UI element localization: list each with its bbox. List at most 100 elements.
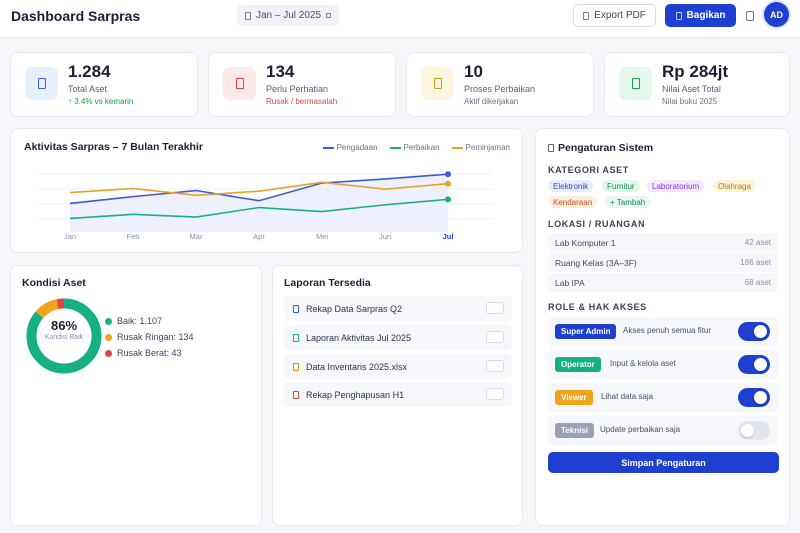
stat-label: Perlu Perhatian: [266, 84, 329, 94]
page-title: Dashboard Sarpras: [11, 8, 141, 24]
export-pdf-label: Export PDF: [594, 10, 646, 21]
share-icon: [675, 11, 682, 20]
legend-dot: [105, 317, 112, 325]
top-bar: Dashboard Sarpras Jan – Jul 2025 Export …: [0, 0, 800, 38]
series-line-pengadaan: [69, 173, 449, 205]
condition-donut: [26, 298, 102, 374]
stat-sub: Rusak / bermasalah: [266, 97, 338, 106]
calendar-icon: [245, 11, 251, 20]
report-item[interactable]: Laporan Aktivitas Jul 2025: [284, 325, 512, 350]
legend-dot: [105, 349, 112, 357]
wrench-icon: [433, 78, 442, 89]
report-name: Rekap Data Sarpras Q2: [306, 303, 403, 314]
series-line-perbaikan: [69, 198, 449, 220]
export-pdf-button[interactable]: Export PDF: [573, 4, 656, 27]
location-name: Ruang Kelas (3A–3F): [555, 257, 637, 268]
role-toggle[interactable]: [738, 322, 770, 341]
legend-label: Pengadaan: [336, 143, 378, 152]
x-tick-label: Jan: [64, 232, 76, 241]
download-button[interactable]: [486, 388, 504, 400]
stat-label: Total Aset: [68, 84, 108, 94]
role-toggle[interactable]: [738, 355, 770, 374]
report-item[interactable]: Rekap Data Sarpras Q2: [284, 296, 512, 321]
role-desc: Update perbaikan saja: [600, 425, 681, 434]
download-button[interactable]: [486, 360, 504, 372]
stat-sub: ↑ 3.4% vs kemarin: [68, 97, 134, 106]
series-endpoint: [445, 171, 451, 178]
save-settings-button[interactable]: Simpan Pengaturan: [548, 452, 779, 473]
role-badge: Teknisi: [555, 423, 594, 438]
chevron-down-icon: [326, 13, 332, 18]
download-button[interactable]: [486, 331, 504, 343]
download-icon: [583, 11, 590, 20]
location-name: Lab IPA: [555, 277, 585, 288]
settings-card: Pengaturan Sistem KATEGORI ASET Elektron…: [535, 128, 790, 526]
stat-card-repairs: 10 Proses Perbaikan Aktif dikerjakan: [406, 52, 594, 117]
add-category-button[interactable]: + Tambah: [605, 196, 651, 208]
legend-item: Pengadaan: [322, 143, 378, 152]
tag-furniture[interactable]: Furnitur: [602, 180, 640, 192]
reports-card: Laporan Tersedia Rekap Data Sarpras Q2 L…: [272, 265, 523, 526]
file-icon: [293, 362, 299, 371]
condition-legend: Baik: 1.107 Rusak Ringan: 134 Rusak Bera…: [105, 313, 194, 361]
stat-card-asset-value: Rp 284jt Nilai Aset Total Nilai buku 202…: [604, 52, 790, 117]
series-line-peminjaman: [69, 181, 449, 197]
toggle-knob: [754, 358, 767, 371]
role-row-operator: Operator Input & kelola aset: [548, 350, 778, 379]
stat-sub: Nilai buku 2025: [662, 97, 718, 106]
stat-value: 134: [266, 62, 295, 81]
stat-icon-wallet: [619, 67, 652, 100]
tag-laboratory[interactable]: Laboratorium: [647, 180, 705, 192]
download-button[interactable]: [486, 302, 504, 314]
wallet-icon: [631, 78, 640, 89]
settings-header: Pengaturan Sistem: [548, 142, 653, 154]
date-range-picker[interactable]: Jan – Jul 2025: [237, 5, 340, 26]
donut-slice-rusak-berat: [26, 298, 102, 374]
reports-title: Laporan Tersedia: [284, 277, 371, 289]
activity-chart-card: Aktivitas Sarpras – 7 Bulan Terakhir Pen…: [10, 128, 523, 253]
donut-center-value: 86%: [50, 318, 78, 333]
role-badge: Operator: [555, 357, 601, 372]
tag-vehicles[interactable]: Kendaraan: [548, 196, 598, 208]
legend-swatch: [322, 146, 334, 149]
legend-swatch: [451, 146, 463, 149]
file-icon: [293, 304, 299, 313]
x-tick-label: Feb: [127, 232, 140, 241]
avatar[interactable]: AD: [764, 2, 789, 27]
stat-label: Nilai Aset Total: [662, 84, 721, 94]
location-item[interactable]: Ruang Kelas (3A–3F) 186 aset: [548, 253, 778, 272]
tag-sports[interactable]: Olahraga: [713, 180, 756, 192]
stat-icon-wrench: [421, 67, 454, 100]
stat-card-total-assets: 1.284 Total Aset ↑ 3.4% vs kemarin: [10, 52, 198, 117]
activity-chart-title: Aktivitas Sarpras – 7 Bulan Terakhir: [24, 141, 203, 153]
report-item[interactable]: Rekap Penghapusan H1: [284, 382, 512, 407]
series-endpoint: [445, 196, 451, 203]
location-name: Lab Komputer 1: [555, 237, 616, 248]
x-tick-label: Apr: [253, 232, 265, 241]
role-toggle[interactable]: [738, 388, 770, 407]
role-badge: Viewer: [555, 390, 593, 405]
location-item[interactable]: Lab IPA 68 aset: [548, 273, 778, 292]
tag-electronics[interactable]: Elektronik: [548, 180, 594, 192]
asset-condition-card: Kondisi Aset 86% Kondisi Baik Baik: 1.10…: [10, 265, 262, 526]
file-icon: [293, 390, 299, 399]
location-count: 186 aset: [740, 258, 771, 267]
role-row-viewer: Viewer Lihat data saja: [548, 383, 778, 412]
legend-label: Peminjaman: [465, 143, 510, 152]
report-item[interactable]: Data Inventaris 2025.xlsx: [284, 354, 512, 379]
legend-dot: [105, 333, 112, 341]
notification-bell-icon[interactable]: [746, 11, 754, 21]
report-name: Rekap Penghapusan H1: [306, 389, 405, 400]
location-item[interactable]: Lab Komputer 1 42 aset: [548, 233, 778, 252]
stat-icon-box: [25, 67, 58, 100]
toggle-knob: [754, 325, 767, 338]
location-count: 42 aset: [744, 238, 771, 247]
x-tick-label: Jun: [379, 232, 391, 241]
gear-icon: [548, 144, 554, 152]
stat-icon-alert: [223, 67, 256, 100]
location-heading: LOKASI / RUANGAN: [548, 219, 646, 229]
role-toggle[interactable]: [738, 421, 770, 440]
role-row-super-admin: Super Admin Akses penuh semua fitur: [548, 317, 778, 346]
share-button[interactable]: Bagikan: [665, 4, 736, 27]
toggle-knob: [754, 391, 767, 404]
